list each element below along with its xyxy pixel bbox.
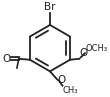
Text: Br: Br [44,2,56,12]
Text: O: O [58,75,66,85]
Text: CH₃: CH₃ [62,86,78,95]
Text: OCH₃: OCH₃ [85,44,107,53]
Text: O: O [80,48,88,58]
Text: O: O [2,54,10,64]
